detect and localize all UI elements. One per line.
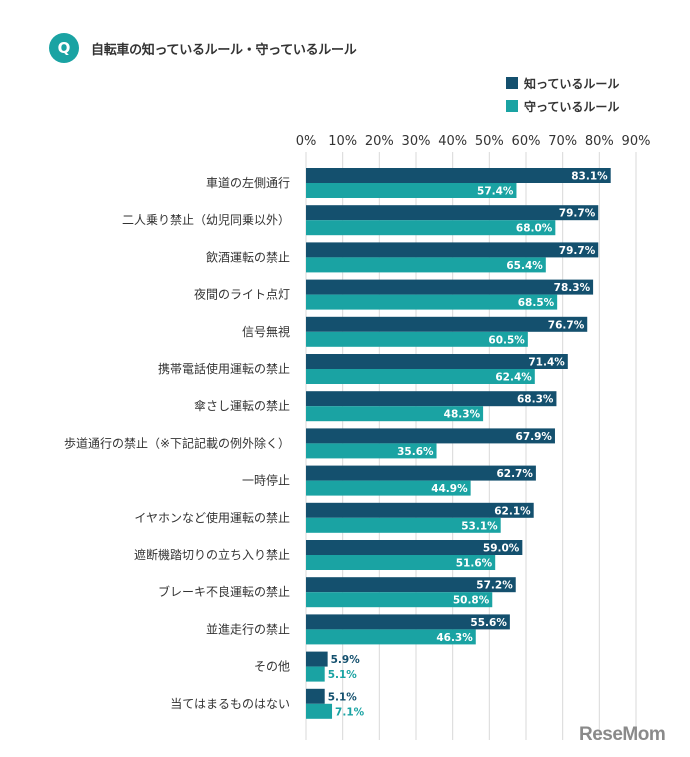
x-tick-label: 0%: [296, 134, 317, 149]
category-label: 一時停止: [242, 473, 290, 488]
bar-known: [306, 502, 534, 518]
value-label: 35.6%: [397, 446, 434, 458]
bar-followed: [306, 369, 535, 384]
value-label: 71.4%: [528, 357, 565, 369]
category-label: 並進走行の禁止: [206, 622, 290, 636]
bar-followed: [306, 592, 493, 608]
bar-followed: [306, 294, 558, 310]
category-label: 信号無視: [242, 324, 290, 339]
value-label: 67.9%: [516, 431, 553, 443]
category-label: 傘さし運転の禁止: [194, 399, 290, 413]
legend-label: 知っているルール: [523, 76, 619, 91]
category-label: 当てはまるものはない: [170, 697, 290, 711]
bar-known: [306, 242, 599, 258]
bar-followed: [306, 703, 333, 719]
bar-followed: [306, 517, 501, 533]
bar-known: [306, 577, 516, 593]
bars: [306, 168, 611, 719]
resemom-watermark: ReseMom: [579, 724, 666, 745]
value-label: 68.3%: [517, 394, 554, 406]
value-label: 60.5%: [488, 334, 525, 346]
value-label: 79.7%: [559, 245, 596, 257]
x-tick-label: 60%: [512, 134, 541, 149]
x-tick-label: 30%: [402, 134, 431, 149]
category-label: 二人乗り禁止（幼児同乗以外）: [122, 213, 290, 227]
value-label: 53.1%: [461, 520, 498, 532]
bar-known: [306, 688, 325, 704]
value-label: 5.1%: [328, 691, 358, 703]
bar-known: [306, 168, 611, 183]
x-tick-label: 50%: [475, 134, 504, 149]
value-label: 55.6%: [470, 617, 507, 629]
chart-title: 自転車の知っているルール・守っているルール: [91, 43, 357, 58]
bar-known: [306, 316, 588, 332]
bar-followed: [306, 629, 476, 645]
value-label: 62.7%: [496, 468, 533, 480]
category-label: 夜間のライト点灯: [194, 287, 290, 302]
bar-followed: [306, 666, 325, 682]
bar-followed: [306, 220, 556, 236]
value-labels: 83.1% 57.4% 79.7% 68.0% 79.7% 65.4% 78.3% 68.5%…: [328, 171, 608, 719]
value-label: 62.4%: [495, 372, 532, 384]
bar-followed: [306, 183, 517, 198]
value-label: 46.3%: [436, 632, 473, 644]
bar-followed: [306, 480, 471, 496]
x-axis-ticks: 0% 10% 20% 30% 40% 50% 60% 70% 80% 90%: [296, 134, 651, 149]
bar-followed: [306, 331, 528, 347]
x-tick-label: 90%: [622, 134, 651, 149]
value-label: 48.3%: [444, 409, 481, 421]
x-tick-label: 10%: [328, 134, 357, 149]
value-label: 68.5%: [518, 297, 555, 309]
bar-known: [306, 279, 594, 295]
value-label: 79.7%: [559, 208, 596, 220]
legend-swatch: [506, 77, 518, 89]
value-label: 76.7%: [548, 319, 585, 331]
bar-known: [306, 205, 599, 221]
value-label: 50.8%: [453, 595, 490, 607]
bar-followed: [306, 257, 546, 273]
bar-known: [306, 651, 328, 667]
bar-known: [306, 540, 523, 555]
category-label: イヤホンなど使用運転の禁止: [134, 510, 290, 525]
bar-known: [306, 614, 510, 630]
bar-known: [306, 465, 536, 481]
value-label: 7.1%: [335, 706, 365, 718]
value-label: 51.6%: [456, 558, 493, 570]
category-label: 遮断機踏切りの立ち入り禁止: [134, 547, 290, 562]
category-label: その他: [254, 660, 290, 674]
value-label: 5.9%: [331, 654, 361, 666]
value-label: 5.1%: [328, 669, 358, 681]
value-label: 57.2%: [476, 580, 513, 592]
bar-followed: [306, 555, 496, 570]
value-label: 65.4%: [506, 260, 543, 272]
category-label: 歩道通行の禁止（※下記記載の例外除く）: [64, 435, 290, 450]
bar-known: [306, 354, 568, 369]
category-label: 携帯電話使用運転の禁止: [158, 361, 290, 376]
x-tick-label: 40%: [438, 134, 467, 149]
bar-followed: [306, 443, 437, 459]
value-label: 78.3%: [554, 282, 591, 294]
x-tick-label: 70%: [548, 134, 577, 149]
bar-known: [306, 428, 555, 444]
category-label: ブレーキ不良運転の禁止: [158, 584, 290, 599]
bar-known: [306, 391, 557, 407]
legend-label: 守っているルール: [524, 99, 619, 114]
category-label: 車道の左側通行: [206, 175, 290, 190]
value-label: 44.9%: [431, 483, 468, 495]
bar-followed: [306, 406, 484, 422]
value-label: 59.0%: [483, 543, 520, 555]
question-badge: Q: [49, 33, 79, 63]
x-tick-label: 80%: [585, 134, 614, 149]
x-tick-label: 20%: [365, 134, 394, 149]
category-label: 飲酒運転の禁止: [206, 249, 290, 264]
value-label: 57.4%: [477, 186, 514, 198]
legend-swatch: [506, 100, 518, 112]
value-label: 68.0%: [516, 223, 553, 235]
value-label: 62.1%: [494, 505, 531, 517]
value-label: 83.1%: [571, 171, 608, 183]
